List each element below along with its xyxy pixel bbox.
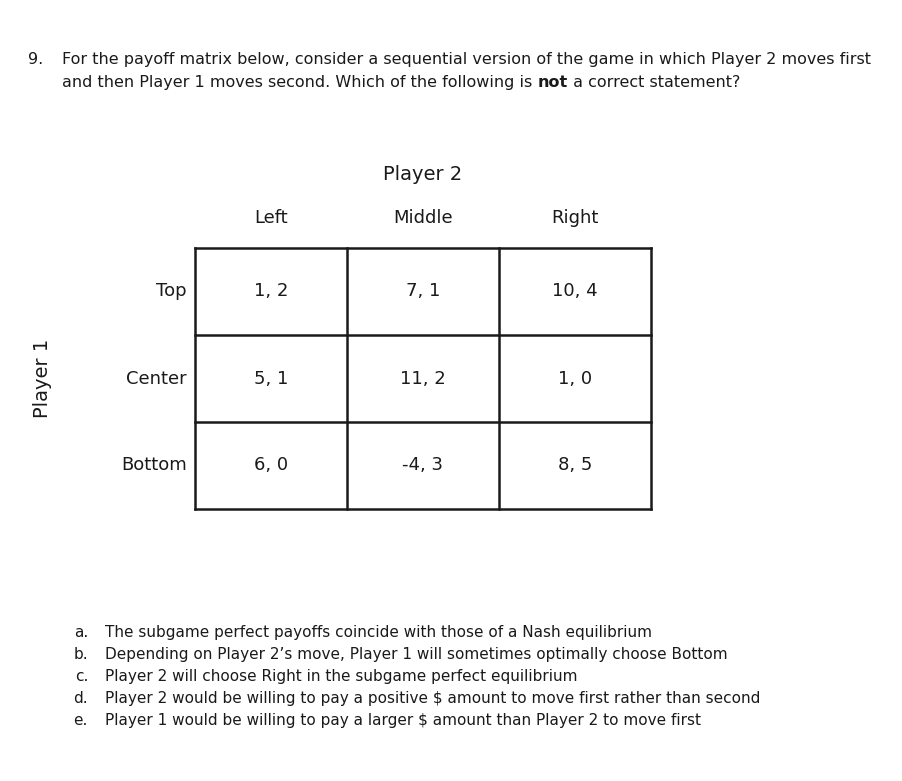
Text: 7, 1: 7, 1 <box>406 283 440 301</box>
Text: Player 2 will choose Right in the subgame perfect equilibrium: Player 2 will choose Right in the subgam… <box>105 669 577 684</box>
Text: and then Player 1 moves second. Which of the following is: and then Player 1 moves second. Which of… <box>62 75 538 90</box>
Text: Player 1: Player 1 <box>32 339 51 418</box>
Text: not: not <box>538 75 567 90</box>
Text: 1, 2: 1, 2 <box>253 283 288 301</box>
Text: Center: Center <box>126 369 187 387</box>
Text: Depending on Player 2’s move, Player 1 will sometimes optimally choose Bottom: Depending on Player 2’s move, Player 1 w… <box>105 647 728 662</box>
Text: 8, 5: 8, 5 <box>557 457 593 475</box>
Text: e.: e. <box>74 713 88 728</box>
Text: a.: a. <box>74 625 88 640</box>
Text: Left: Left <box>254 209 288 227</box>
Text: b.: b. <box>73 647 88 662</box>
Text: Top: Top <box>156 283 187 301</box>
Text: Player 2: Player 2 <box>383 166 463 184</box>
Text: For the payoff matrix below, consider a sequential version of the game in which : For the payoff matrix below, consider a … <box>62 52 871 67</box>
Text: 11, 2: 11, 2 <box>400 369 446 387</box>
Text: d.: d. <box>73 691 88 706</box>
Text: 5, 1: 5, 1 <box>253 369 288 387</box>
Text: Right: Right <box>551 209 599 227</box>
Text: The subgame perfect payoffs coincide with those of a Nash equilibrium: The subgame perfect payoffs coincide wit… <box>105 625 652 640</box>
Text: Player 2 would be willing to pay a positive $ amount to move first rather than s: Player 2 would be willing to pay a posit… <box>105 691 760 706</box>
Text: Middle: Middle <box>393 209 453 227</box>
Text: c.: c. <box>75 669 88 684</box>
Text: 9.: 9. <box>28 52 43 67</box>
Text: 10, 4: 10, 4 <box>552 283 598 301</box>
Text: 1, 0: 1, 0 <box>558 369 592 387</box>
Text: a correct statement?: a correct statement? <box>567 75 740 90</box>
Text: 6, 0: 6, 0 <box>254 457 288 475</box>
Text: Player 1 would be willing to pay a larger $ amount than Player 2 to move first: Player 1 would be willing to pay a large… <box>105 713 701 728</box>
Text: Bottom: Bottom <box>121 457 187 475</box>
Text: -4, 3: -4, 3 <box>402 457 444 475</box>
